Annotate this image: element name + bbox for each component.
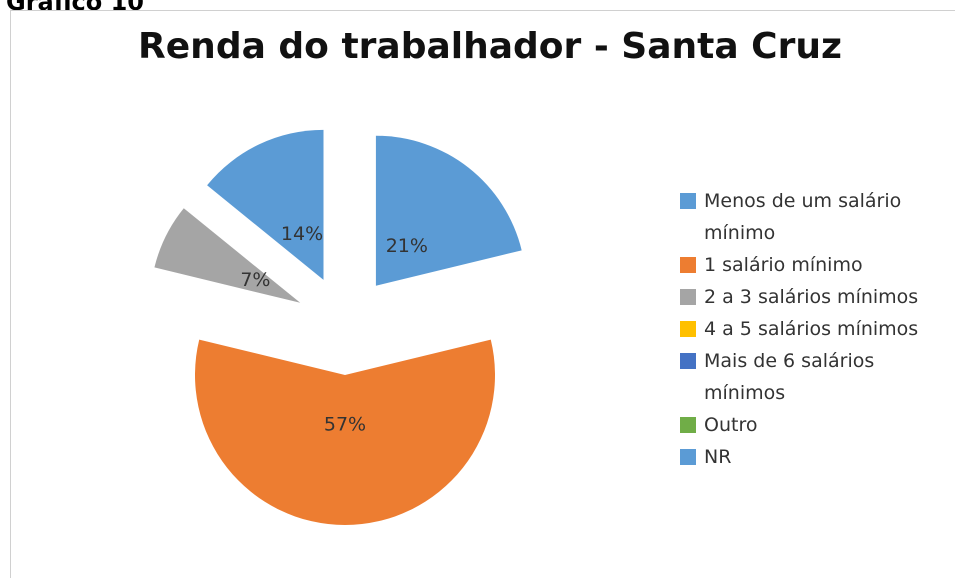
data-label: 57% — [324, 414, 366, 436]
legend-label: 2 a 3 salários mínimos — [704, 286, 919, 308]
pie-slice — [207, 129, 324, 280]
legend-swatch — [680, 353, 696, 369]
legend-item: 1 salário mínimo — [680, 249, 930, 281]
data-label: 7% — [240, 269, 270, 291]
legend-item: Outro — [680, 409, 930, 441]
caption: Gráfico 10 — [6, 0, 144, 16]
legend-swatch — [680, 257, 696, 273]
legend-swatch — [680, 417, 696, 433]
data-label: 14% — [281, 223, 323, 245]
legend-label: Menos de um salário mínimo — [704, 190, 902, 244]
legend-swatch — [680, 193, 696, 209]
legend-item: 4 a 5 salários mínimos — [680, 313, 930, 345]
legend-label: Outro — [704, 414, 758, 436]
legend-item: Menos de um salário mínimo — [680, 185, 930, 249]
legend-swatch — [680, 321, 696, 337]
pie-slice — [154, 208, 301, 303]
legend: Menos de um salário mínimo 1 salário míni… — [680, 185, 930, 473]
legend-item: NR — [680, 441, 930, 473]
chart-title: Renda do trabalhador - Santa Cruz — [138, 26, 842, 67]
legend-swatch — [680, 289, 696, 305]
pie-slice — [194, 339, 495, 526]
legend-label: 1 salário mínimo — [704, 254, 863, 276]
chart-frame — [10, 10, 955, 578]
pie-slice — [375, 135, 522, 286]
legend-label: 4 a 5 salários mínimos — [704, 318, 919, 340]
legend-swatch — [680, 449, 696, 465]
legend-item: Mais de 6 salários mínimos — [680, 345, 930, 409]
data-label: 21% — [386, 235, 428, 257]
legend-label: NR — [704, 446, 732, 468]
legend-item: 2 a 3 salários mínimos — [680, 281, 930, 313]
legend-label: Mais de 6 salários mínimos — [704, 350, 875, 404]
